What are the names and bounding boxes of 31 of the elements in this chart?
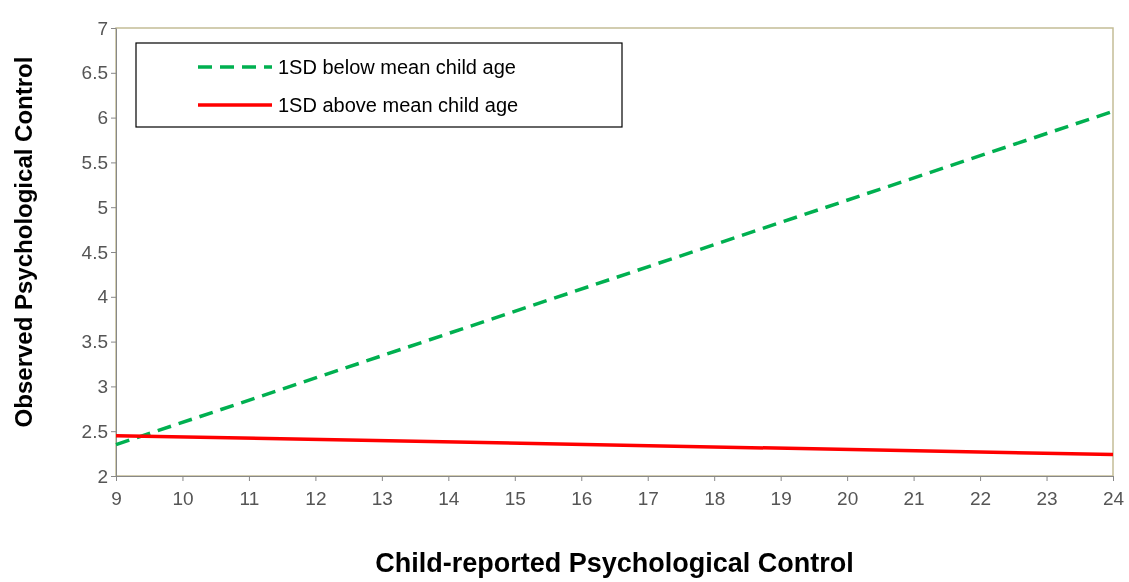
- x-tick-label: 24: [1102, 487, 1125, 509]
- x-tick-label: 13: [371, 487, 393, 509]
- y-tick-label: 4: [97, 286, 109, 308]
- x-tick-label: 11: [239, 487, 260, 509]
- y-tick-label: 5.5: [81, 151, 108, 173]
- y-tick-label: 3.5: [81, 331, 108, 353]
- x-tick-label: 16: [571, 487, 593, 509]
- x-tick-label: 20: [837, 487, 859, 509]
- x-tick-label: 18: [704, 487, 726, 509]
- y-tick-label: 7: [97, 17, 108, 39]
- x-tick-label: 21: [903, 487, 925, 509]
- x-tick-label: 14: [438, 487, 460, 509]
- x-tick-label: 9: [111, 487, 122, 509]
- y-tick-label: 6: [97, 107, 108, 129]
- x-tick-label: 12: [305, 487, 327, 509]
- y-tick-label: 4.5: [81, 241, 108, 263]
- y-tick-label: 5: [97, 196, 108, 218]
- y-tick-label: 2.5: [81, 420, 108, 442]
- y-tick-label: 6.5: [81, 62, 108, 84]
- y-axis-title: Observed Psychological Control: [10, 56, 37, 428]
- x-tick-label: 17: [637, 487, 659, 509]
- x-tick-label: 19: [770, 487, 792, 509]
- y-tick-label: 2: [97, 465, 108, 487]
- legend-label: 1SD below mean child age: [278, 56, 516, 78]
- x-tick-label: 15: [504, 487, 526, 509]
- x-tick-label: 10: [172, 487, 194, 509]
- y-tick-label: 3: [97, 375, 108, 397]
- x-tick-label: 23: [1036, 487, 1058, 509]
- x-axis-title: Child-reported Psychological Control: [375, 548, 854, 578]
- x-tick-label: 22: [970, 487, 992, 509]
- legend-label: 1SD above mean child age: [278, 94, 519, 116]
